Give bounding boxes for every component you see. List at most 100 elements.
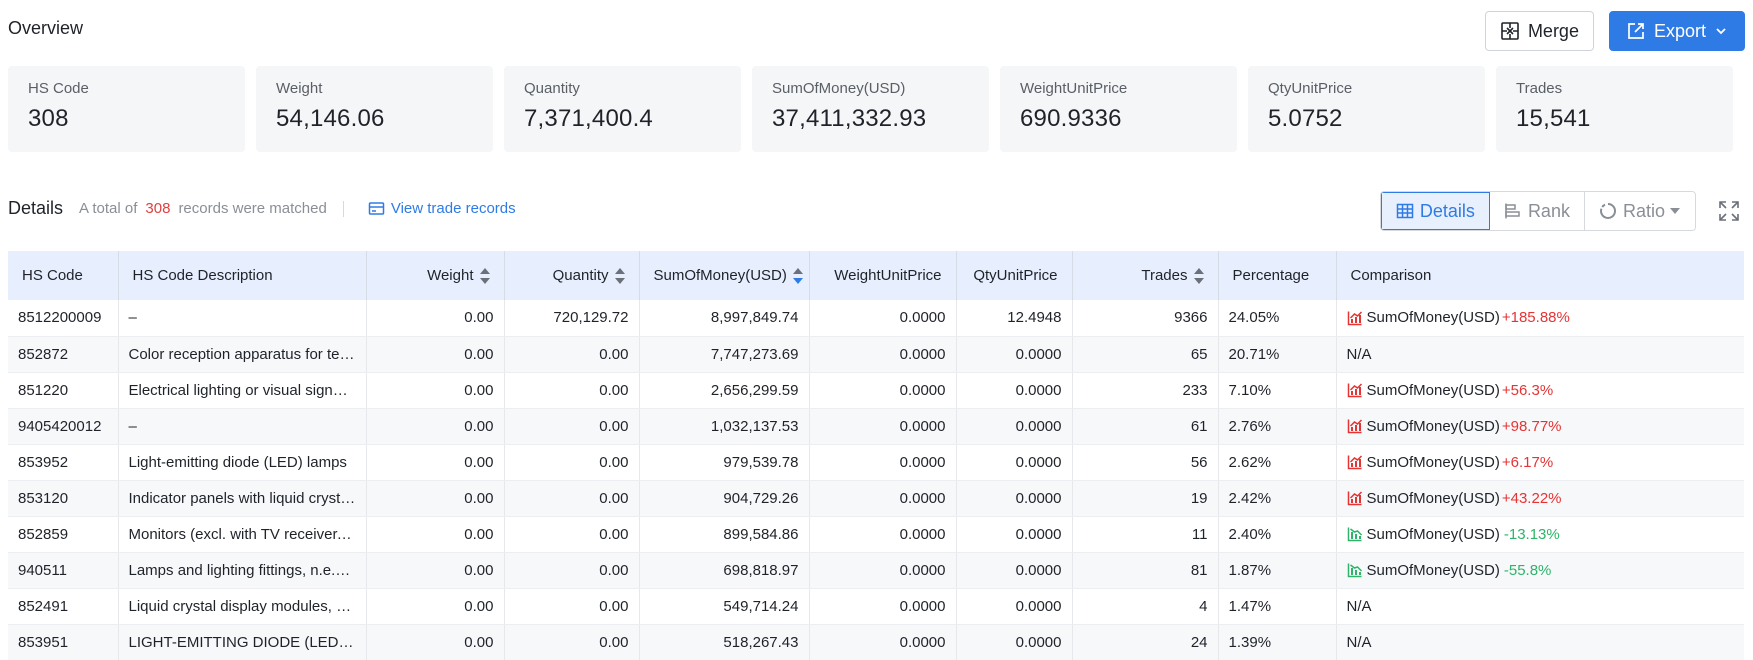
cell-weight-unit-price: 0.0000 bbox=[809, 516, 957, 553]
column-header-weight-unit-price: WeightUnitPrice bbox=[809, 251, 957, 300]
cell-sum-of-money: 979,539.78 bbox=[639, 444, 810, 481]
column-header-hs-code[interactable]: HS Code bbox=[8, 251, 119, 300]
column-header-sum-of-money[interactable]: SumOfMoney(USD) bbox=[639, 251, 810, 300]
comparison-na: N/A bbox=[1346, 597, 1372, 615]
cell-description: Monitors (excl. with TV receiver, CRT... bbox=[118, 516, 367, 553]
cell-comparison: SumOfMoney(USD) +43.22% bbox=[1336, 480, 1744, 517]
fullscreen-icon[interactable] bbox=[1718, 200, 1740, 222]
comparison-value: +56.3% bbox=[1501, 381, 1554, 399]
trend-up-icon bbox=[1347, 383, 1362, 398]
cell-qty-unit-price: 0.0000 bbox=[956, 480, 1073, 517]
cell-weight: 0.00 bbox=[366, 444, 505, 481]
table-row[interactable]: 940511 Lamps and lighting fittings, n.e.s… bbox=[8, 552, 1744, 589]
card-label: Quantity bbox=[524, 80, 580, 97]
tab-ratio[interactable]: Ratio bbox=[1584, 192, 1695, 230]
cell-qty-unit-price: 0.0000 bbox=[956, 516, 1073, 553]
comparison-na: N/A bbox=[1346, 345, 1372, 363]
cell-comparison: SumOfMoney(USD) +56.3% bbox=[1336, 372, 1744, 409]
cell-weight: 0.00 bbox=[366, 372, 505, 409]
tab-details[interactable]: Details bbox=[1380, 192, 1490, 230]
sort-icon[interactable] bbox=[1193, 268, 1204, 285]
column-header-qty-unit-price: QtyUnitPrice bbox=[956, 251, 1073, 300]
tab-rank[interactable]: Rank bbox=[1489, 192, 1585, 230]
view-trade-records-link[interactable]: View trade records bbox=[368, 200, 516, 217]
table-row[interactable]: 853952 Light-emitting diode (LED) lamps 0.… bbox=[8, 444, 1744, 481]
cell-weight: 0.00 bbox=[366, 300, 505, 337]
cell-trades: 65 bbox=[1072, 336, 1219, 373]
cell-qty-unit-price: 0.0000 bbox=[956, 624, 1073, 660]
details-table: HS Code HS Code Description Weight Quant… bbox=[8, 251, 1744, 660]
cell-description: Lamps and lighting fittings, n.e.s; lu..… bbox=[118, 552, 367, 589]
table-row[interactable]: 8512200009–0.00 720,129.72 8,997,849.74 0.0… bbox=[8, 300, 1744, 337]
cell-weight: 0.00 bbox=[366, 480, 505, 517]
cell-percentage: 2.42% bbox=[1218, 480, 1337, 517]
cell-weight: 0.00 bbox=[366, 408, 505, 445]
cell-weight-unit-price: 0.0000 bbox=[809, 300, 957, 337]
export-icon bbox=[1628, 23, 1644, 39]
comparison-value: +6.17% bbox=[1501, 453, 1554, 471]
sort-desc-icon[interactable] bbox=[792, 268, 803, 285]
summary-card-quantity: Quantity 7,371,400.4 bbox=[504, 66, 741, 152]
sort-icon[interactable] bbox=[479, 268, 490, 285]
view-toggle: Details Rank Ratio bbox=[1379, 191, 1696, 231]
cell-sum-of-money: 904,729.26 bbox=[639, 480, 810, 517]
view-trade-records-label: View trade records bbox=[390, 200, 516, 217]
cell-description: – bbox=[118, 408, 367, 445]
comparison: SumOfMoney(USD) +185.88% bbox=[1347, 309, 1735, 326]
cell-description: Color reception apparatus for televis... bbox=[118, 336, 367, 373]
cell-sum-of-money: 2,656,299.59 bbox=[639, 372, 810, 409]
column-header-quantity[interactable]: Quantity bbox=[504, 251, 640, 300]
column-header-percentage: Percentage bbox=[1218, 251, 1337, 300]
table-row[interactable]: 852859 Monitors (excl. with TV receiver, … bbox=[8, 516, 1744, 553]
cell-comparison: SumOfMoney(USD) -55.8% bbox=[1336, 552, 1744, 589]
column-header-comparison: Comparison bbox=[1336, 251, 1744, 300]
rank-bars-icon bbox=[1505, 203, 1520, 219]
cell-weight-unit-price: 0.0000 bbox=[809, 408, 957, 445]
comparison-label: SumOfMoney(USD) bbox=[1366, 381, 1500, 399]
cell-qty-unit-price: 0.0000 bbox=[956, 372, 1073, 409]
trend-up-icon bbox=[1347, 455, 1362, 470]
tab-ratio-label: Ratio bbox=[1622, 200, 1665, 221]
cell-trades: 4 bbox=[1072, 588, 1219, 625]
cell-percentage: 1.39% bbox=[1218, 624, 1337, 660]
card-label: QtyUnitPrice bbox=[1268, 80, 1353, 97]
column-header-trades[interactable]: Trades bbox=[1072, 251, 1219, 300]
comparison-label: SumOfMoney(USD) bbox=[1366, 309, 1500, 327]
comparison: SumOfMoney(USD) -13.13% bbox=[1347, 526, 1735, 543]
cell-description: Liquid crystal display modules, whet... bbox=[118, 588, 367, 625]
card-value: 5.0752 bbox=[1268, 105, 1343, 132]
sort-icon[interactable] bbox=[614, 268, 625, 285]
cell-weight: 0.00 bbox=[366, 336, 505, 373]
comparison-na: N/A bbox=[1346, 633, 1372, 651]
cell-hs-code: 8512200009 bbox=[8, 300, 119, 337]
cell-trades: 61 bbox=[1072, 408, 1219, 445]
cell-qty-unit-price: 0.0000 bbox=[956, 336, 1073, 373]
column-header-weight[interactable]: Weight bbox=[366, 251, 505, 300]
table-row[interactable]: 852491 Liquid crystal display modules, wh… bbox=[8, 588, 1744, 625]
comparison: SumOfMoney(USD) -55.8% bbox=[1347, 562, 1735, 579]
comparison-value: -55.8% bbox=[1503, 561, 1552, 579]
table-row[interactable]: 9405420012–0.00 0.00 1,032,137.53 0.0000 0.0… bbox=[8, 408, 1744, 445]
comparison-value: -13.13% bbox=[1503, 525, 1560, 543]
cell-weight-unit-price: 0.0000 bbox=[809, 588, 957, 625]
table-row[interactable]: 853120 Indicator panels with liquid cryst… bbox=[8, 480, 1744, 517]
comparison-label: SumOfMoney(USD) bbox=[1366, 417, 1500, 435]
merge-button[interactable]: Merge bbox=[1484, 11, 1594, 51]
table-row[interactable]: 851220 Electrical lighting or visual sign… bbox=[8, 372, 1744, 409]
cell-percentage: 2.40% bbox=[1218, 516, 1337, 553]
cell-quantity: 0.00 bbox=[504, 336, 640, 373]
comparison: SumOfMoney(USD) +43.22% bbox=[1347, 490, 1735, 507]
table-row[interactable]: 852872 Color reception apparatus for tele… bbox=[8, 336, 1744, 373]
cell-weight-unit-price: 0.0000 bbox=[809, 372, 957, 409]
ratio-ring-icon bbox=[1599, 203, 1616, 219]
cell-comparison: N/A bbox=[1336, 336, 1744, 373]
tab-rank-label: Rank bbox=[1527, 200, 1570, 221]
card-value: 15,541 bbox=[1516, 105, 1591, 132]
cell-percentage: 1.47% bbox=[1218, 588, 1337, 625]
chevron-down-icon bbox=[1716, 28, 1726, 35]
card-label: WeightUnitPrice bbox=[1020, 80, 1128, 97]
export-button[interactable]: Export bbox=[1608, 11, 1745, 51]
cell-hs-code: 853951 bbox=[8, 624, 119, 660]
table-header-row: HS Code HS Code Description Weight Quant… bbox=[8, 251, 1744, 300]
